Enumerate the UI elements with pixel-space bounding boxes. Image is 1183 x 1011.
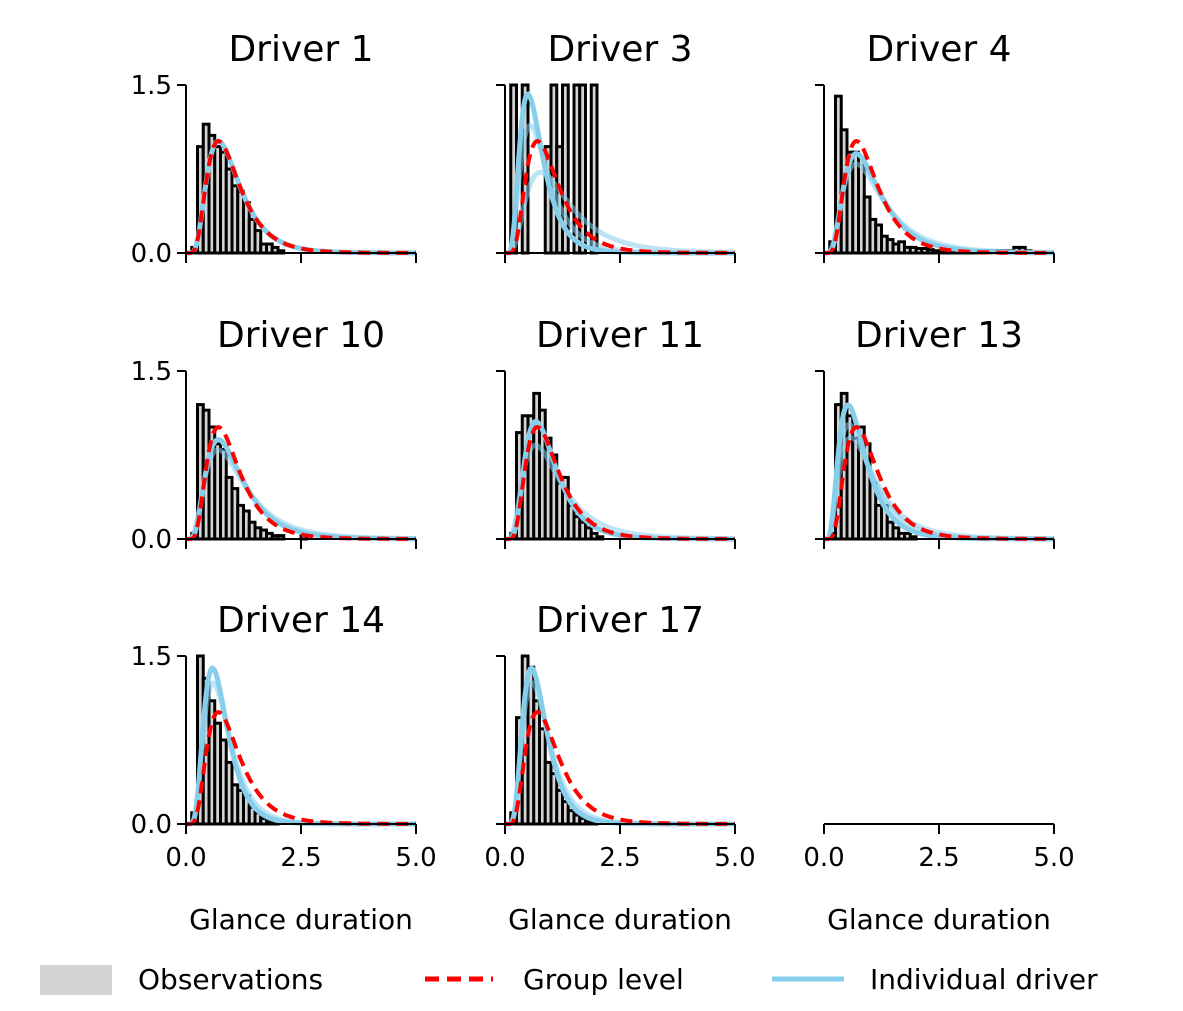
x-tick-label: 0.0 <box>165 843 206 873</box>
panel-title: Driver 1 <box>228 29 373 70</box>
y-tick-label: 1.5 <box>131 642 172 672</box>
panel-title: Driver 13 <box>855 315 1023 356</box>
x-tick-label: 2.5 <box>599 843 640 873</box>
panel-3: Driver 4 <box>815 29 1055 263</box>
x-tick-label: 5.0 <box>1033 843 1074 873</box>
panel-title: Driver 17 <box>536 600 704 641</box>
y-tick-label: 0.0 <box>131 525 172 555</box>
x-axis-label: Glance duration <box>508 903 732 936</box>
x-tick-label: 0.0 <box>803 843 844 873</box>
individual-driver-curve <box>505 169 735 256</box>
x-tick-label: 5.0 <box>714 843 755 873</box>
panel-title: Driver 4 <box>866 29 1011 70</box>
panel-title: Driver 14 <box>217 600 385 641</box>
x-axis-label: Glance duration <box>827 903 1051 936</box>
individual-driver-curve <box>505 122 735 256</box>
group-level-curve <box>505 139 735 255</box>
legend: Observations Group level Individual driver <box>40 963 1098 996</box>
legend-label: Observations <box>138 963 323 996</box>
x-tick-label: 5.0 <box>395 843 436 873</box>
x-tick-label: 2.5 <box>280 843 321 873</box>
legend-item: Group level <box>425 963 684 996</box>
y-tick-label: 1.5 <box>131 71 172 101</box>
y-tick-label: 0.0 <box>131 239 172 269</box>
panel-title: Driver 3 <box>547 29 692 70</box>
legend-item: Observations <box>40 963 323 996</box>
panel-5: Driver 11 <box>496 315 736 549</box>
x-axis-label: Glance duration <box>189 903 413 936</box>
panel-2: Driver 3 <box>496 29 736 263</box>
panel-4: 0.0 1.5 Driver 10 <box>131 315 417 555</box>
x-tick-label: 0.0 <box>484 843 525 873</box>
y-tick-label: 0.0 <box>131 810 172 840</box>
x-tick-label: 2.5 <box>918 843 959 873</box>
panel-6: Driver 13 <box>815 315 1055 549</box>
legend-label: Individual driver <box>870 963 1098 996</box>
panel-7: 0.0 1.5 Driver 14 0.0 2.5 5.0 Glance duration <box>131 600 437 936</box>
panel-title: Driver 10 <box>217 315 385 356</box>
legend-item: Individual driver <box>772 963 1098 996</box>
panel-9: 0.0 2.5 5.0 Glance duration <box>803 823 1075 936</box>
y-tick-label: 1.5 <box>131 357 172 387</box>
panel-title: Driver 11 <box>536 315 704 356</box>
legend-swatch <box>40 965 112 995</box>
panel-8: Driver 17 0.0 2.5 5.0 Glance duration <box>484 600 755 936</box>
panel-1: 0.0 1.5 Driver 1 <box>131 29 417 269</box>
legend-label: Group level <box>523 963 684 996</box>
